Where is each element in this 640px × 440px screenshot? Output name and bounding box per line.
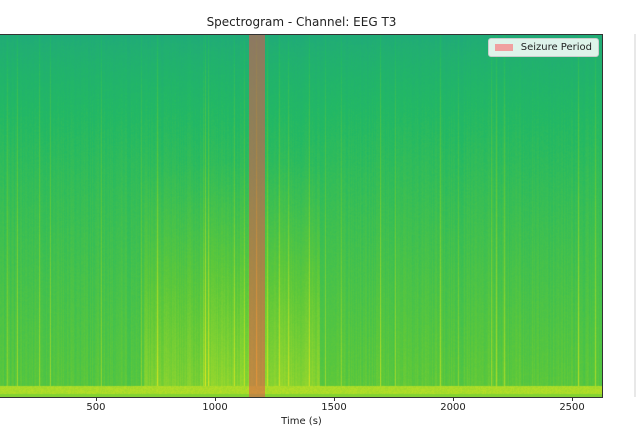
x-tick-mark [572, 397, 574, 401]
legend-label-seizure: Seizure Period [520, 42, 592, 53]
legend: Seizure Period [487, 38, 599, 57]
legend-swatch-seizure [494, 44, 513, 51]
x-axis-label: Time (s) [281, 416, 322, 427]
x-tick-label: 500 [86, 402, 106, 413]
x-tick-mark [333, 397, 335, 401]
x-tick-label: 2000 [440, 402, 466, 413]
colorbar-edge [634, 34, 636, 397]
x-tick-mark [214, 397, 216, 401]
spectrogram-plot-area [0, 34, 603, 397]
chart-title: Spectrogram - Channel: EEG T3 [206, 15, 397, 29]
x-tick-label: 1000 [202, 402, 228, 413]
x-tick-label: 2500 [559, 402, 585, 413]
x-tick-label: 1500 [321, 402, 347, 413]
x-tick-mark [95, 397, 97, 401]
seizure-period-span [249, 34, 266, 397]
x-tick-mark [453, 397, 455, 401]
spectrogram-heatmap [0, 34, 603, 397]
